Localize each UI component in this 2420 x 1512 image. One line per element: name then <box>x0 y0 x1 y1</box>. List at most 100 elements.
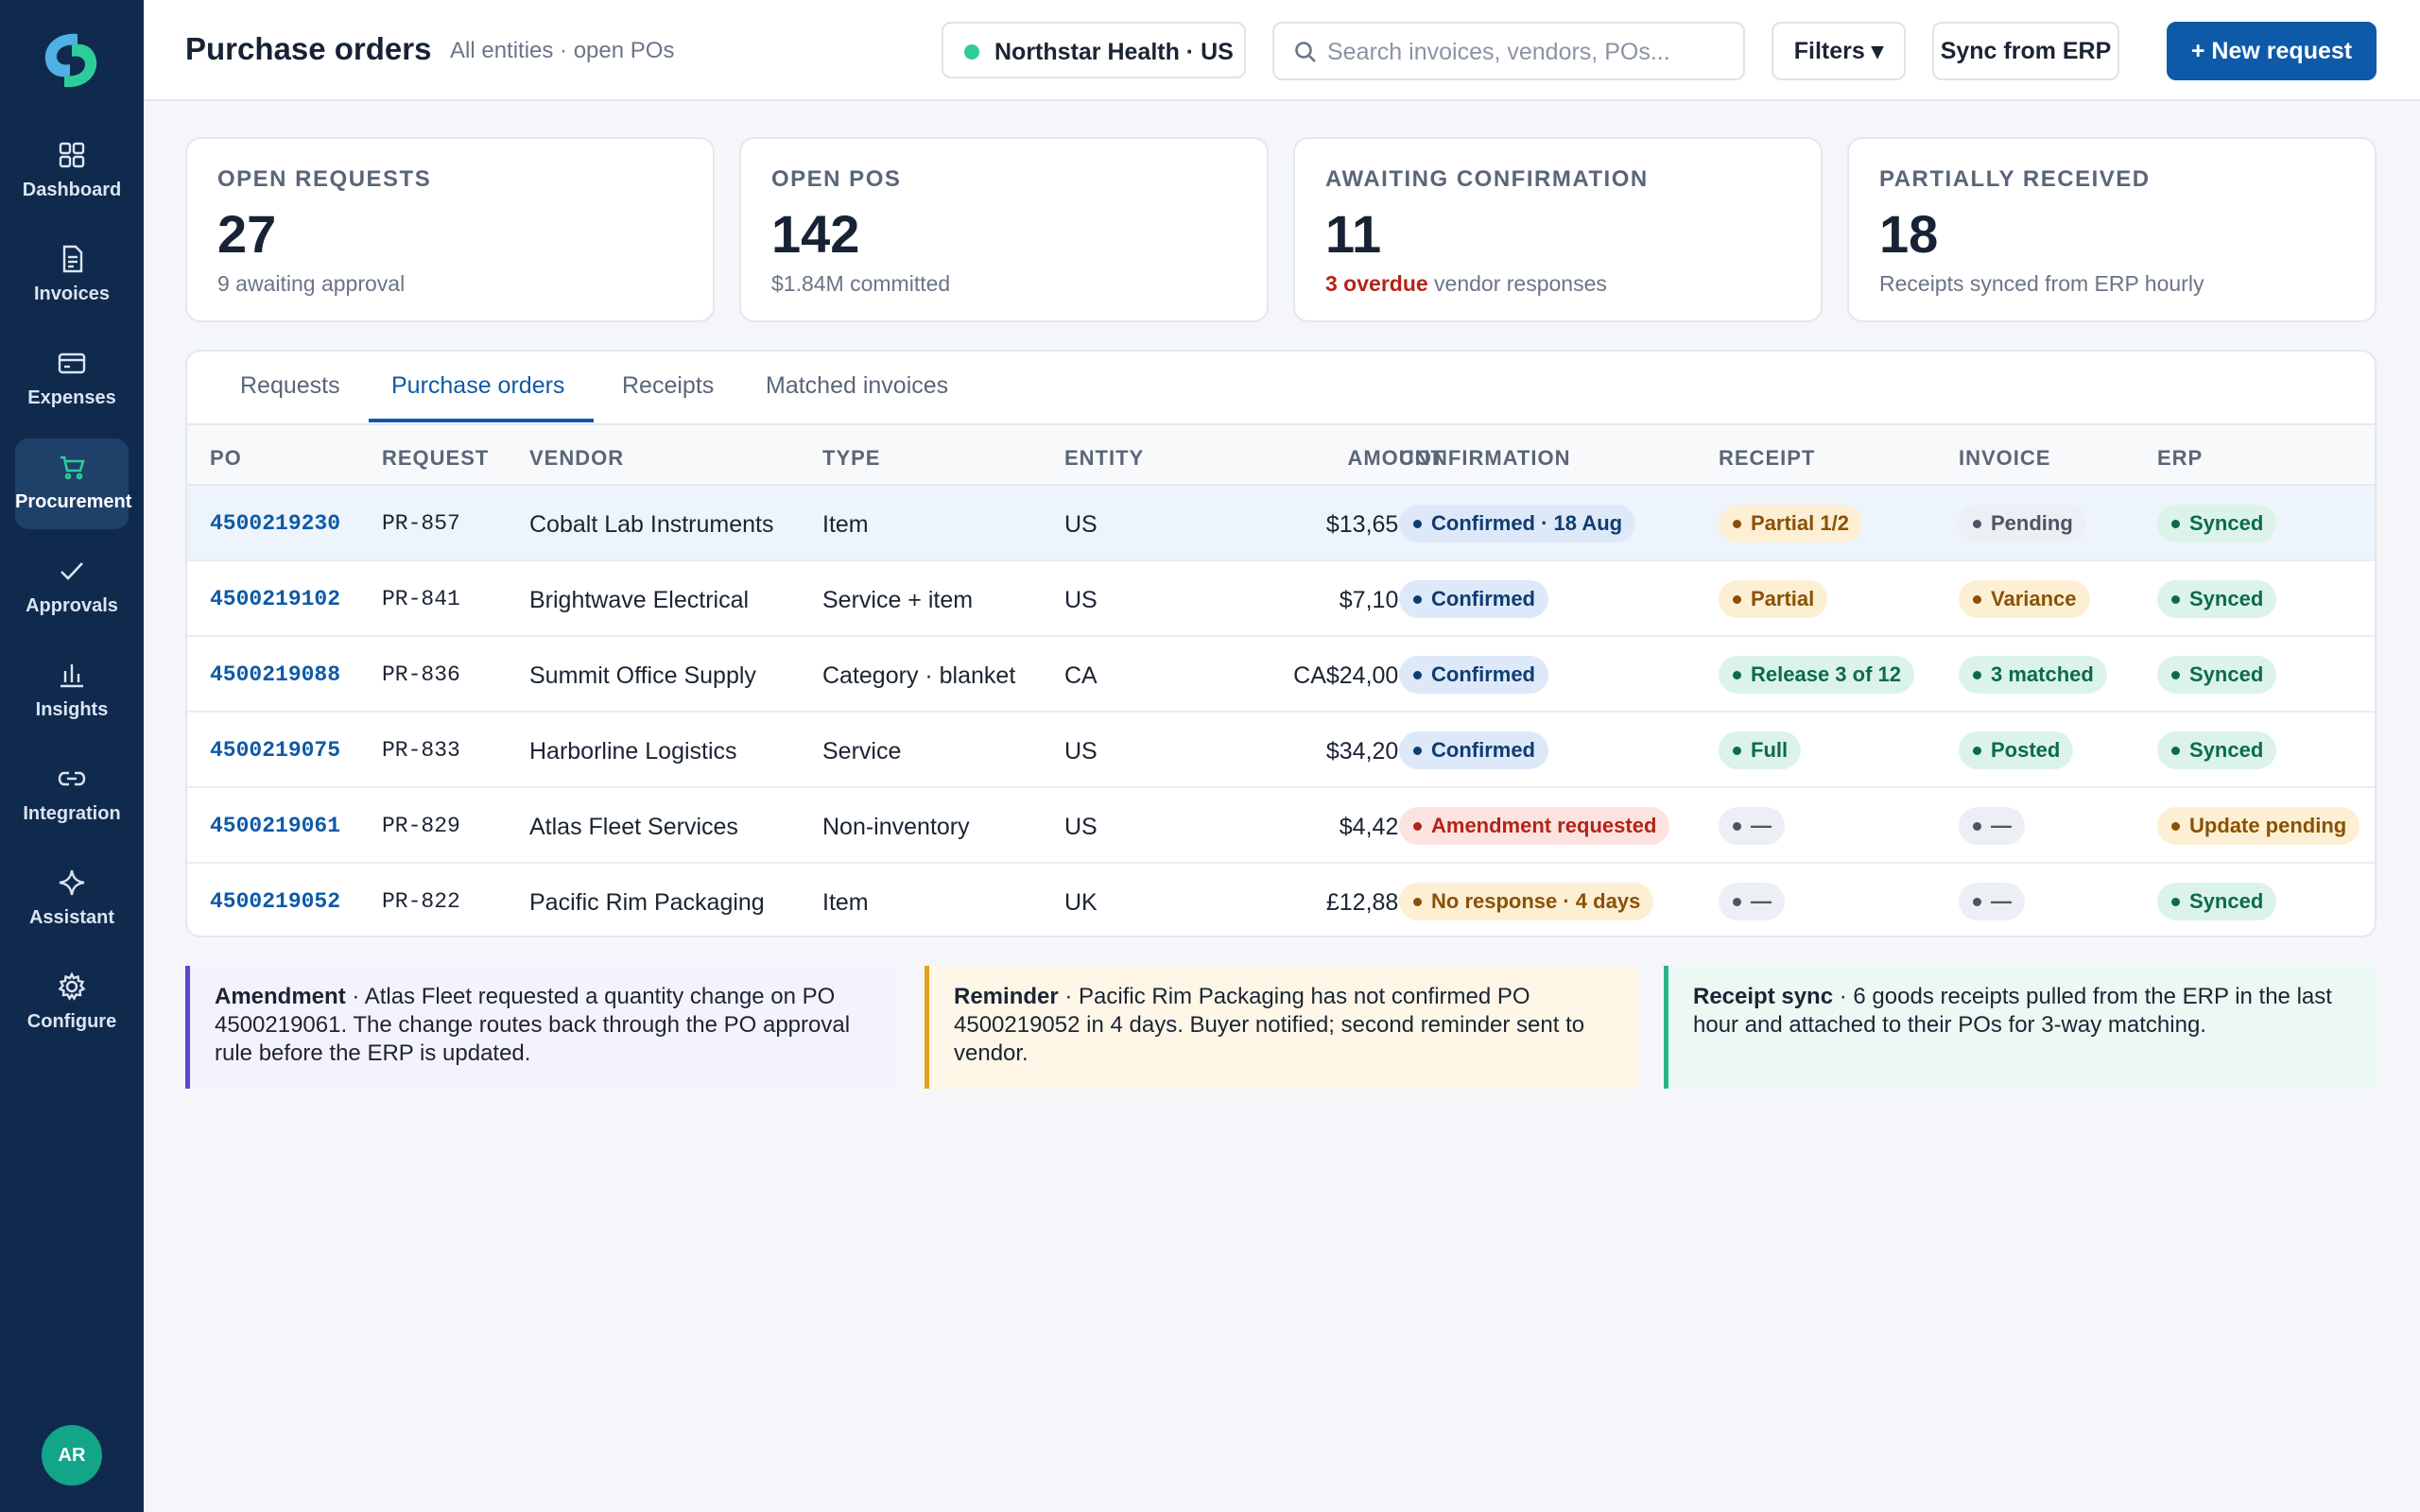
avatar[interactable]: AR <box>42 1425 102 1486</box>
sidebar-item-assistant[interactable]: Assistant <box>15 854 129 945</box>
table-row[interactable]: 4500219088 PR-836 Summit Office Supply C… <box>187 637 2375 713</box>
sparkle-icon <box>59 869 85 896</box>
kpi-subtext: Receipts synced from ERP hourly <box>1879 271 2204 296</box>
po-number-link[interactable]: 4500219061 <box>210 814 341 838</box>
kpi-subtext: $1.84M committed <box>771 271 951 296</box>
column-header[interactable]: REQUEST <box>382 446 490 470</box>
kpi-label: OPEN REQUESTS <box>217 166 432 192</box>
erp-status-badge: Update pending <box>2157 807 2360 845</box>
confirmation-status-badge: Amendment requested <box>1399 807 1670 845</box>
dashboard-grid-icon <box>59 142 85 168</box>
kpi-label: AWAITING CONFIRMATION <box>1325 166 1649 192</box>
kpi-card-awaiting-confirmation[interactable]: AWAITING CONFIRMATION 11 3 overdue vendo… <box>1293 137 1823 322</box>
receipt-status-badge: — <box>1719 807 1785 845</box>
entity-label: Northstar Health · US <box>994 39 1234 65</box>
tab-matched-invoices[interactable]: Matched invoices <box>766 372 949 399</box>
sidebar-item-label: Expenses <box>27 387 116 408</box>
column-header[interactable]: PO <box>210 446 242 470</box>
sidebar-item-label: Assistant <box>28 907 115 928</box>
request-id: PR-857 <box>382 511 460 536</box>
active-tab-indicator <box>369 419 594 422</box>
sidebar: Dashboard Invoices Expenses Procurement … <box>0 0 144 1512</box>
po-number-link[interactable]: 4500219075 <box>210 738 341 763</box>
tab-purchase-orders[interactable]: Purchase orders <box>391 372 565 399</box>
po-type: Item <box>822 889 869 916</box>
new-request-button[interactable]: + New request <box>2167 22 2377 80</box>
invoice-status-badge: Posted <box>1959 731 2074 769</box>
confirmation-status-badge: Confirmed · 18 Aug <box>1399 505 1636 542</box>
erp-status-badge: Synced <box>2157 580 2277 618</box>
kpi-card-open-pos[interactable]: OPEN POS 142 $1.84M committed <box>739 137 1269 322</box>
column-header[interactable]: ENTITY <box>1064 446 1145 470</box>
entity-code: US <box>1064 511 1098 538</box>
table-row[interactable]: 4500219061 PR-829 Atlas Fleet Services N… <box>187 788 2375 864</box>
purchase-orders-panel: Requests Purchase orders Receipts Matche… <box>185 350 2377 937</box>
po-type: Service + item <box>822 587 974 613</box>
vendor-name: Cobalt Lab Instruments <box>529 511 774 538</box>
column-header[interactable]: RECEIPT <box>1719 446 1816 470</box>
column-header[interactable]: AMOUNT <box>1347 446 1444 470</box>
page-title: Purchase orders <box>185 31 432 66</box>
search-box[interactable] <box>1272 22 1745 80</box>
confirmation-status-badge: Confirmed <box>1399 580 1548 618</box>
sidebar-item-insights[interactable]: Insights <box>15 646 129 737</box>
kpi-value: 142 <box>771 204 860 264</box>
kpi-card-partially-received[interactable]: PARTIALLY RECEIVED 18 Receipts synced fr… <box>1847 137 2377 322</box>
sidebar-item-invoices[interactable]: Invoices <box>15 231 129 321</box>
vendor-name: Brightwave Electrical <box>529 587 750 613</box>
po-type: Category · blanket <box>822 662 1016 689</box>
po-number-link[interactable]: 4500219230 <box>210 511 341 536</box>
tab-receipts[interactable]: Receipts <box>622 372 715 399</box>
column-header[interactable]: CONFIRMATION <box>1399 446 1571 470</box>
tab-requests[interactable]: Requests <box>240 372 340 399</box>
confirmation-status-badge: No response · 4 days <box>1399 883 1654 920</box>
search-icon <box>1295 42 1316 62</box>
sidebar-item-label: Invoices <box>33 284 111 304</box>
sidebar-item-dashboard[interactable]: Dashboard <box>15 127 129 217</box>
sidebar-item-approvals[interactable]: Approvals <box>15 542 129 633</box>
reminder-note: Reminder · Pacific Rim Packaging has not… <box>925 966 1637 1089</box>
sync-erp-button[interactable]: Sync from ERP <box>1932 22 2119 80</box>
check-icon <box>60 562 83 580</box>
table-row[interactable]: 4500219102 PR-841 Brightwave Electrical … <box>187 561 2375 637</box>
app-logo[interactable] <box>36 26 108 94</box>
request-id: PR-822 <box>382 889 460 914</box>
column-header[interactable]: INVOICE <box>1959 446 2051 470</box>
entity-code: CA <box>1064 662 1098 689</box>
sidebar-item-label: Dashboard <box>22 180 122 200</box>
receipt-status-badge: — <box>1719 883 1785 920</box>
po-type: Non-inventory <box>822 814 970 840</box>
entity-code: US <box>1064 738 1098 765</box>
status-dot-icon <box>964 44 979 60</box>
kpi-subtext: 3 overdue vendor responses <box>1325 271 1607 297</box>
kpi-subtext-rest: vendor responses <box>1427 271 1607 296</box>
table-row[interactable]: 4500219075 PR-833 Harborline Logistics S… <box>187 713 2375 788</box>
sidebar-item-expenses[interactable]: Expenses <box>15 335 129 425</box>
column-header[interactable]: TYPE <box>822 446 881 470</box>
column-header[interactable]: ERP <box>2157 446 2204 470</box>
table-row[interactable]: 4500219052 PR-822 Pacific Rim Packaging … <box>187 864 2375 936</box>
filters-button[interactable]: Filters ▾ <box>1772 22 1906 80</box>
sidebar-item-integration[interactable]: Integration <box>15 750 129 841</box>
table-row[interactable]: 4500219230 PR-857 Cobalt Lab Instruments… <box>187 486 2375 561</box>
invoice-status-badge: — <box>1959 883 2025 920</box>
po-number-link[interactable]: 4500219088 <box>210 662 341 687</box>
po-number-link[interactable]: 4500219052 <box>210 889 341 914</box>
column-header[interactable]: VENDOR <box>529 446 625 470</box>
tab-bar: Requests Purchase orders Receipts Matche… <box>187 352 2375 425</box>
erp-status-badge: Synced <box>2157 656 2277 694</box>
vendor-name: Atlas Fleet Services <box>529 814 738 840</box>
po-number-link[interactable]: 4500219102 <box>210 587 341 611</box>
vendor-name: Summit Office Supply <box>529 662 756 689</box>
sidebar-item-configure[interactable]: Configure <box>15 958 129 1049</box>
document-icon <box>62 245 83 273</box>
sidebar-item-label: Insights <box>35 699 109 720</box>
invoice-status-badge: Pending <box>1959 505 2086 542</box>
note-text: · Atlas Fleet requested a quantity chang… <box>215 984 851 1066</box>
search-input[interactable] <box>1327 35 1724 69</box>
note-title: Receipt sync <box>1693 984 1834 1009</box>
sidebar-item-label: Procurement <box>15 491 132 512</box>
kpi-card-open-requests[interactable]: OPEN REQUESTS 27 9 awaiting approval <box>185 137 715 322</box>
entity-switcher[interactable]: Northstar Health · US <box>942 22 1246 78</box>
sidebar-item-procurement[interactable]: Procurement <box>15 438 132 529</box>
